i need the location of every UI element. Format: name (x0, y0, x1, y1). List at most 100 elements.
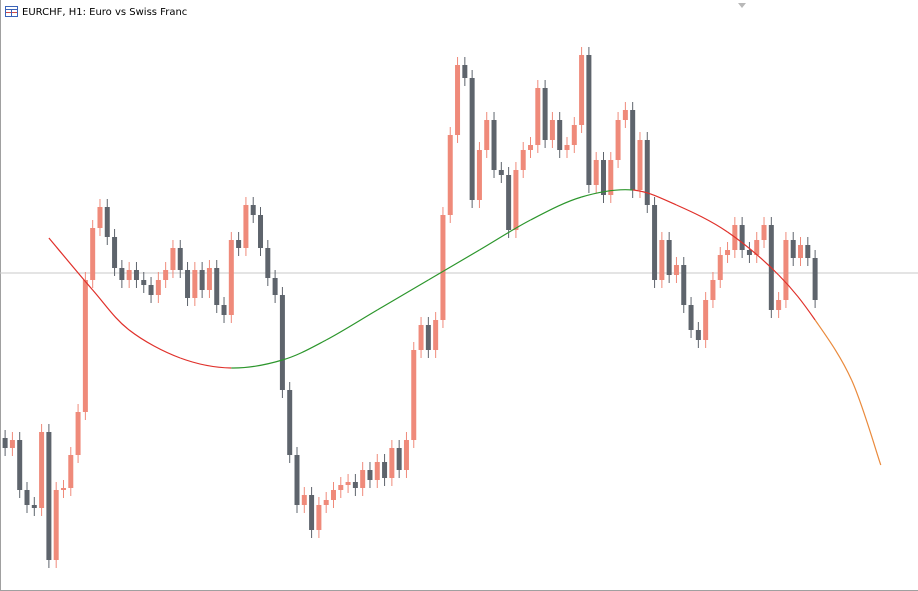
candle-body (301, 495, 307, 505)
candle-body (31, 505, 37, 508)
candle-body (236, 240, 242, 248)
ma-segment (727, 231, 780, 276)
candle-body (739, 225, 745, 250)
ma-segment (632, 189, 677, 206)
candle-body (119, 268, 125, 280)
candle-body (323, 500, 329, 505)
candle-body (352, 482, 358, 488)
candle-body (228, 240, 234, 315)
candle-body (396, 448, 402, 470)
candle-body (630, 110, 636, 190)
chart-title: EURCHF, H1: Euro vs Swiss Franc (22, 7, 187, 18)
candle-body (133, 270, 139, 280)
candle-body (557, 120, 563, 150)
candle-body (90, 228, 96, 280)
ma-segment (231, 359, 283, 369)
candle-body (104, 207, 110, 237)
candle-body (535, 88, 541, 145)
candle-body (24, 490, 30, 505)
candle-body (571, 125, 577, 145)
candle-body (389, 448, 395, 478)
candle-body (520, 150, 526, 170)
candle-body (462, 65, 468, 78)
ma-segment (676, 204, 728, 233)
ma-segment (376, 279, 429, 311)
candle-body (637, 140, 643, 190)
candle-body (360, 470, 366, 488)
candle-body (330, 490, 336, 500)
candle-body (783, 240, 789, 300)
candle-body (177, 248, 183, 270)
candle-body (695, 330, 701, 340)
candle-body (622, 110, 628, 120)
candle-body (97, 207, 103, 228)
candle-body (279, 295, 285, 390)
ma-segment (180, 357, 232, 369)
candle-body (367, 470, 373, 480)
ma-segment (282, 339, 327, 361)
candle-body (608, 160, 614, 195)
candle-body (688, 305, 694, 330)
candle-body (681, 265, 687, 305)
candle-body (805, 245, 811, 258)
candle-body (2, 438, 8, 448)
candle-body (294, 455, 300, 505)
candle-body (403, 440, 409, 470)
candle-body (754, 240, 760, 255)
candle-body (309, 495, 315, 530)
candle-body (673, 265, 679, 275)
ma-segment (92, 289, 130, 331)
symbol-icon (5, 6, 18, 17)
candle-body (586, 55, 592, 185)
candle-body (469, 78, 475, 200)
candle-body (345, 482, 351, 485)
candle-body (564, 145, 570, 150)
ma-segment (814, 319, 853, 381)
candle-body (513, 170, 519, 230)
candle-body (433, 320, 439, 350)
candle-body (17, 440, 23, 490)
candle-body (250, 205, 256, 215)
ma-segment (778, 274, 816, 321)
scroll-marker (738, 3, 746, 8)
candle-body (82, 280, 88, 412)
candle-body (506, 175, 512, 230)
candle-body (39, 432, 45, 508)
candle-body (644, 140, 650, 205)
candle-body (68, 455, 74, 488)
ma-segment (479, 219, 531, 251)
candle-body (243, 205, 249, 248)
candle-body (776, 300, 782, 310)
ma-segment (428, 249, 480, 281)
ma-segment (530, 196, 582, 221)
candle-body (316, 505, 322, 530)
candle-body (812, 258, 818, 300)
candle-body (703, 300, 709, 340)
ma-segment (325, 309, 378, 341)
candle-body (53, 490, 59, 560)
candle-body (491, 120, 497, 170)
candle-body (185, 270, 191, 298)
candle-body (615, 120, 621, 160)
plot-area (0, 47, 918, 568)
ma-segment (128, 329, 181, 359)
candle-body (148, 285, 154, 295)
candle-body (141, 280, 147, 285)
candle-body (746, 250, 752, 255)
candle-body (761, 225, 767, 240)
candle-body (666, 240, 672, 275)
candle-body (528, 145, 534, 150)
candle-body (425, 325, 431, 350)
candle-body (170, 248, 176, 270)
candle-body (659, 240, 665, 280)
candle-body (455, 65, 461, 135)
candle-body (542, 88, 548, 140)
candle-body (112, 237, 118, 268)
candle-body (498, 170, 504, 175)
candle-body (206, 268, 212, 290)
candle-body (214, 268, 220, 305)
candle-body (60, 488, 66, 490)
candle-body (476, 150, 482, 200)
candle-body (593, 160, 599, 185)
candle-body (652, 205, 658, 280)
